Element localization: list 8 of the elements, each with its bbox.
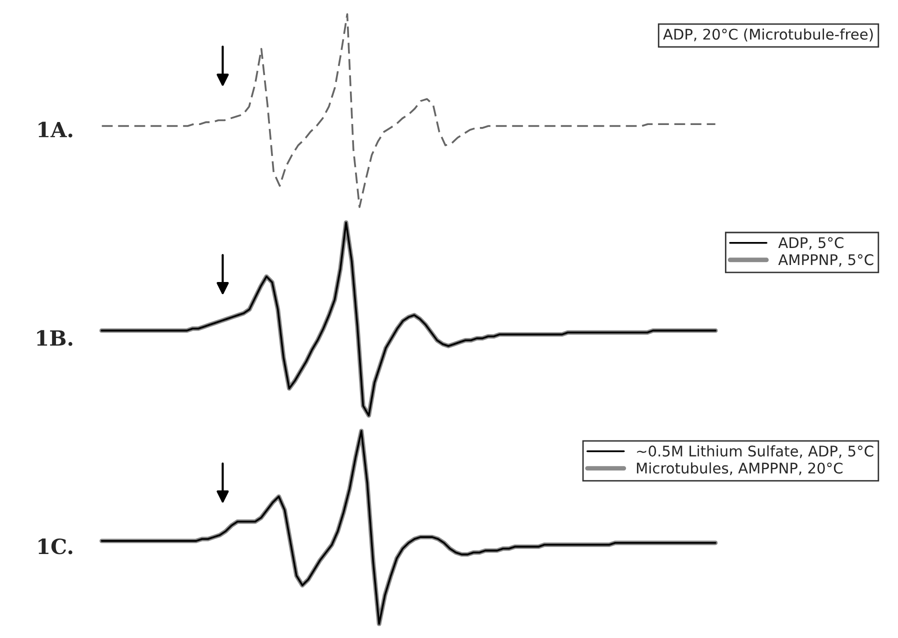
legend-label: Microtubules, AMPPNP, 20°C (636, 462, 842, 476)
legend-label: ADP, 5°C (778, 237, 844, 250)
legend-label: AMPPNP, 5°C (778, 254, 874, 267)
text: ADP, 20°C (Microtubule-free) (663, 28, 873, 42)
text: 1A. (38, 122, 72, 138)
text: 1C. (38, 538, 72, 554)
legend-label: ~0.5M Lithium Sulfate, ADP, 5°C (637, 445, 874, 458)
text: 1B. (37, 330, 72, 346)
